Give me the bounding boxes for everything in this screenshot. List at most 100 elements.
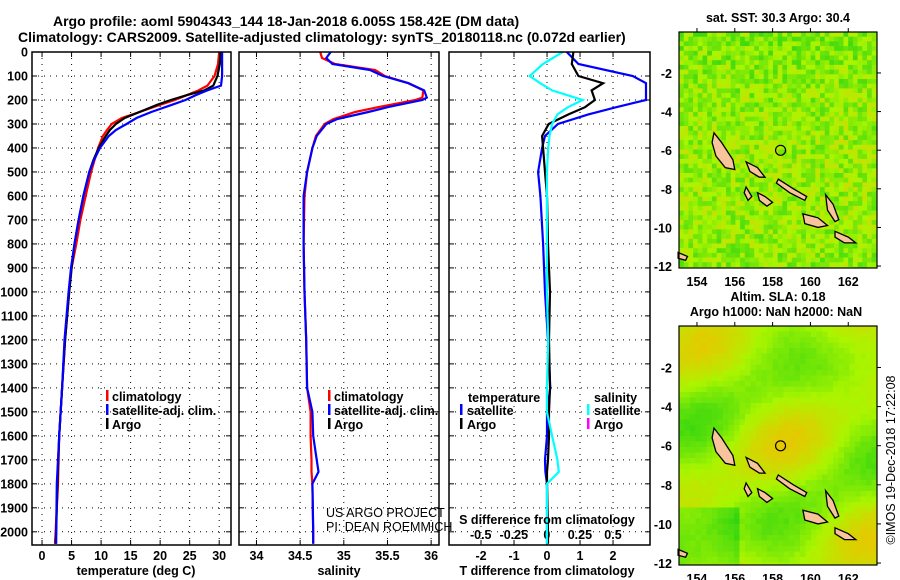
map-cell xyxy=(815,238,821,244)
map-cell xyxy=(754,93,760,99)
map-cell xyxy=(810,41,816,47)
map-cell xyxy=(783,331,790,338)
map-cell xyxy=(763,140,769,146)
map-cell xyxy=(734,436,740,442)
map-cell xyxy=(758,60,764,66)
map-cell xyxy=(815,187,821,193)
map-cell xyxy=(684,557,691,563)
map-cell xyxy=(768,187,774,193)
map-cell xyxy=(789,474,795,481)
map-cell xyxy=(783,381,790,387)
map-cell xyxy=(763,50,769,56)
map-cell xyxy=(820,173,825,178)
map-cell xyxy=(763,64,769,70)
map-cell xyxy=(744,50,750,56)
map-cell xyxy=(805,173,811,178)
map-cell xyxy=(756,430,762,437)
map-cell xyxy=(862,182,868,188)
map-cell xyxy=(744,234,750,240)
map-cell xyxy=(782,93,788,99)
island-landmass xyxy=(756,487,774,504)
map-cell xyxy=(734,562,740,566)
map-cell xyxy=(693,182,699,188)
map-cell xyxy=(763,154,769,160)
map-cell xyxy=(706,507,713,514)
map-cell xyxy=(801,201,807,207)
map-cell xyxy=(801,107,807,113)
map-cell xyxy=(815,234,821,240)
map-cell xyxy=(758,229,764,235)
map-cell xyxy=(783,496,790,503)
map-cell xyxy=(848,126,854,131)
map-cell xyxy=(717,529,724,536)
map-cell xyxy=(815,191,821,197)
map-cell xyxy=(783,469,790,475)
map-cell xyxy=(822,326,828,332)
map-cell xyxy=(701,562,707,566)
map-cell xyxy=(695,496,702,503)
map-cell xyxy=(824,144,830,150)
map-cell xyxy=(707,32,713,37)
map-cell xyxy=(838,337,845,343)
map-cell xyxy=(697,205,703,211)
map-cell xyxy=(827,364,834,371)
salinity-legend: climatology satellite-adj. clim. Argo US… xyxy=(326,390,452,534)
map-cell xyxy=(744,116,750,122)
map-cell xyxy=(702,252,708,258)
map-cell xyxy=(734,551,740,558)
map-cell xyxy=(749,111,755,117)
map-cell xyxy=(773,41,778,47)
map-cell xyxy=(767,502,773,508)
map-cell xyxy=(777,215,783,221)
map-cell xyxy=(834,248,840,254)
map-cell xyxy=(716,177,722,183)
map-cell xyxy=(852,83,858,89)
map-cell xyxy=(693,32,699,37)
map-cell xyxy=(711,210,717,216)
map-cell xyxy=(684,348,691,354)
map-cell xyxy=(871,430,878,437)
map-cell xyxy=(744,55,750,61)
map-cell xyxy=(726,201,731,207)
map-cell xyxy=(848,196,854,202)
map-cell xyxy=(805,46,811,52)
map-cell xyxy=(701,425,707,431)
map-cell xyxy=(860,491,867,497)
map-cell xyxy=(855,364,861,371)
map-cell xyxy=(811,403,817,409)
map-cell xyxy=(860,381,867,387)
map-cell xyxy=(763,60,769,66)
map-cell xyxy=(867,116,872,122)
map-cell xyxy=(697,74,703,80)
map-cell xyxy=(791,201,797,207)
map-cell xyxy=(794,419,801,426)
map-cell xyxy=(728,381,735,387)
map-cell xyxy=(711,243,717,249)
map-cell xyxy=(805,121,811,127)
map-cell xyxy=(683,158,689,164)
map-cell xyxy=(723,551,729,558)
map-cell xyxy=(749,93,755,99)
map-cell xyxy=(789,359,795,365)
map-cell xyxy=(763,257,769,263)
map-cell xyxy=(756,480,762,486)
map-cell xyxy=(693,121,699,127)
map-cell xyxy=(711,102,717,108)
map-cell xyxy=(693,234,699,240)
map-cell xyxy=(805,403,812,409)
map-cell xyxy=(838,257,844,263)
map-cell xyxy=(723,331,729,338)
map-cell xyxy=(754,126,760,131)
map-cell xyxy=(697,149,703,155)
map-cell xyxy=(761,562,768,566)
map-cell xyxy=(838,546,845,552)
map-cell xyxy=(857,60,863,66)
map-cell xyxy=(843,140,849,146)
map-cell xyxy=(712,540,718,547)
map-cell xyxy=(800,397,806,404)
map-cell xyxy=(761,546,768,552)
map-cell xyxy=(778,463,784,470)
map-cell xyxy=(712,535,718,541)
map-cell xyxy=(855,359,861,365)
map-cell xyxy=(695,331,702,338)
